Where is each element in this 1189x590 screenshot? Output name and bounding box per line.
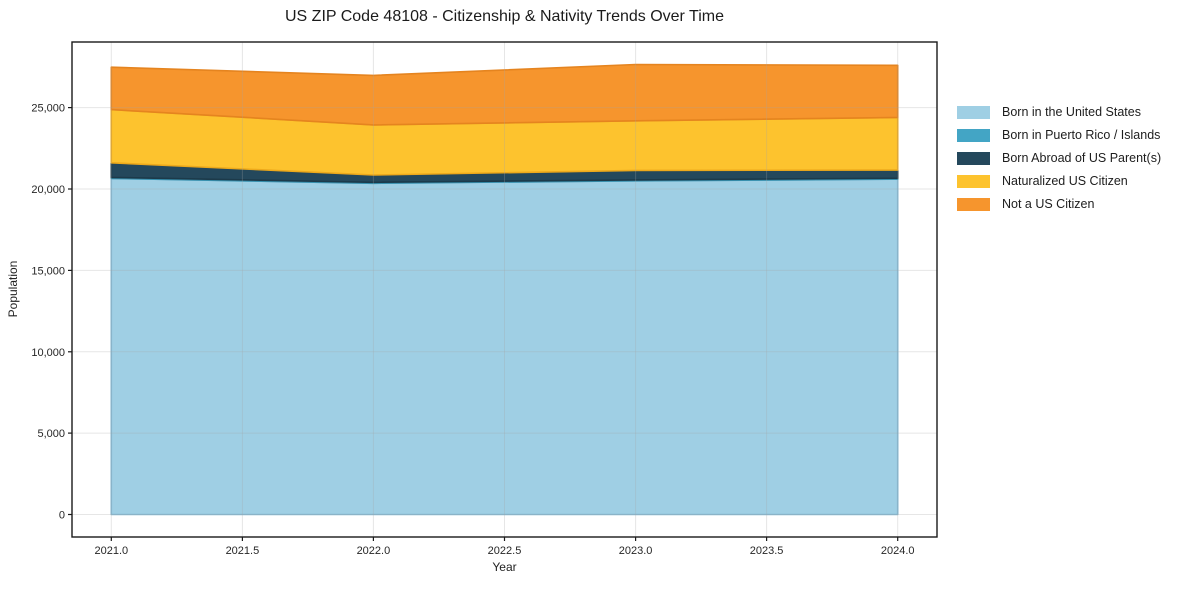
legend-label: Not a US Citizen — [1002, 197, 1095, 211]
legend: Born in the United States Born in Puerto … — [957, 103, 1161, 213]
x-tick-label: 2022.5 — [488, 545, 522, 557]
legend-label: Born Abroad of US Parent(s) — [1002, 151, 1162, 165]
legend-label: Naturalized US Citizen — [1002, 174, 1128, 188]
legend-swatch — [957, 128, 990, 142]
y-tick-label: 15,000 — [31, 265, 65, 277]
x-tick-label: 2021.5 — [226, 545, 260, 557]
legend-swatch — [957, 105, 990, 119]
y-tick-label: 25,000 — [31, 103, 65, 115]
chart-title: US ZIP Code 48108 - Citizenship & Nativi… — [285, 8, 724, 25]
legend-label: Born in Puerto Rico / Islands — [1002, 128, 1161, 142]
legend-item-born-in-puerto-rico-islands: Born in Puerto Rico / Islands — [957, 126, 1161, 144]
legend-label: Born in the United States — [1002, 105, 1141, 119]
legend-item-not-a-us-citizen: Not a US Citizen — [957, 195, 1161, 213]
y-tick-label: 20,000 — [31, 184, 65, 196]
x-tick-label: 2023.5 — [750, 545, 784, 557]
legend-item-naturalized-us-citizen: Naturalized US Citizen — [957, 172, 1161, 190]
x-tick-label: 2022.0 — [357, 545, 391, 557]
x-tick-label: 2023.0 — [619, 545, 653, 557]
y-axis-label: Population — [6, 260, 20, 318]
legend-swatch — [957, 197, 990, 211]
legend-item-born-abroad-of-us-parent-s: Born Abroad of US Parent(s) — [957, 149, 1161, 167]
x-axis-label: Year — [492, 560, 517, 574]
legend-swatch — [957, 151, 990, 165]
x-tick-label: 2021.0 — [94, 545, 128, 557]
legend-swatch — [957, 174, 990, 188]
y-tick-label: 0 — [59, 510, 65, 522]
y-tick-label: 10,000 — [31, 347, 65, 359]
x-tick-label: 2024.0 — [881, 545, 915, 557]
area-not-a-us-citizen — [110, 63, 899, 126]
y-tick-label: 5,000 — [37, 428, 65, 440]
legend-item-born-in-the-united-states: Born in the United States — [957, 103, 1161, 121]
